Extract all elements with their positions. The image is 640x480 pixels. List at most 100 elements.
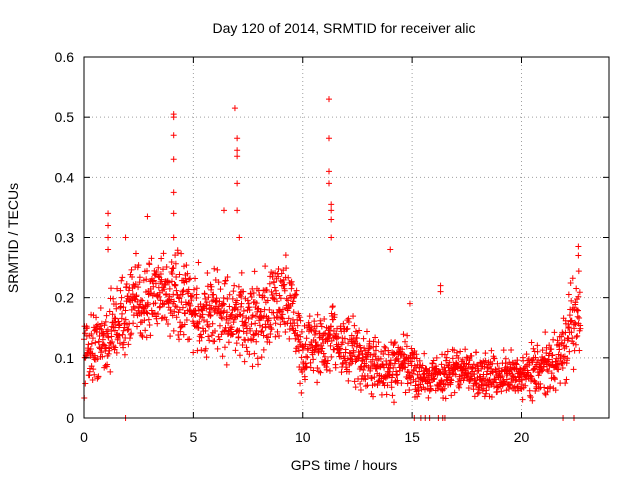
data-point <box>105 334 112 341</box>
data-point <box>105 350 112 357</box>
data-point <box>360 354 367 361</box>
data-point <box>88 331 95 338</box>
data-point <box>545 368 552 375</box>
data-point <box>542 329 549 336</box>
data-point <box>399 350 406 357</box>
data-point <box>367 365 374 372</box>
data-point <box>411 354 418 361</box>
data-point <box>235 334 242 341</box>
data-point <box>494 388 501 395</box>
data-point <box>417 381 424 388</box>
data-point <box>383 391 390 398</box>
data-point <box>190 349 197 356</box>
data-point <box>541 390 548 397</box>
data-point <box>186 276 192 283</box>
data-point <box>241 358 248 365</box>
data-point <box>339 339 346 346</box>
data-point <box>200 317 207 324</box>
data-point <box>204 318 211 325</box>
data-point <box>254 355 261 362</box>
data-point <box>345 377 352 384</box>
data-point <box>327 342 334 349</box>
data-point <box>512 360 519 367</box>
data-point <box>171 308 178 315</box>
data-point <box>290 309 297 316</box>
data-point <box>236 352 243 359</box>
data-point <box>296 314 303 321</box>
data-point <box>247 290 254 297</box>
data-point <box>260 346 267 353</box>
data-point <box>354 335 360 342</box>
data-point <box>357 364 364 371</box>
data-point <box>249 312 256 319</box>
data-point <box>449 355 456 362</box>
data-point <box>116 332 123 339</box>
data-point <box>100 341 107 348</box>
data-point <box>391 360 398 367</box>
data-point <box>258 354 265 361</box>
data-point <box>371 374 378 381</box>
data-point <box>303 363 310 370</box>
data-point <box>124 326 131 333</box>
data-point <box>366 344 373 351</box>
data-point <box>239 341 246 348</box>
data-point <box>551 376 558 383</box>
data-point <box>577 325 584 332</box>
data-point <box>406 300 413 307</box>
data-point <box>229 311 236 318</box>
data-point <box>253 338 260 345</box>
data-point <box>260 332 267 339</box>
data-point <box>275 273 282 280</box>
data-point <box>311 318 318 325</box>
data-point <box>389 392 396 399</box>
data-point <box>145 301 152 308</box>
data-point <box>372 353 379 360</box>
data-point <box>282 328 289 335</box>
data-point <box>187 302 194 309</box>
data-point <box>296 338 303 345</box>
data-point <box>158 280 165 287</box>
data-point <box>248 321 255 328</box>
data-point <box>403 343 410 350</box>
data-point <box>462 346 469 353</box>
data-point <box>333 335 340 342</box>
data-point <box>308 325 315 332</box>
data-point <box>189 292 196 299</box>
data-point <box>468 352 475 359</box>
data-point <box>232 305 239 312</box>
data-point <box>539 347 546 354</box>
data-point <box>426 379 433 386</box>
data-point <box>567 318 574 325</box>
data-point <box>238 269 245 276</box>
data-point <box>99 336 106 343</box>
data-point <box>143 276 150 283</box>
data-point <box>175 332 182 339</box>
data-point <box>269 273 276 280</box>
data-point <box>203 299 210 306</box>
data-point <box>112 315 119 322</box>
data-point <box>563 343 570 350</box>
data-point <box>327 331 334 338</box>
data-point <box>285 274 292 281</box>
data-point <box>125 326 132 333</box>
data-point <box>575 307 582 314</box>
data-point <box>338 369 345 376</box>
data-point <box>402 338 409 345</box>
data-point <box>564 355 571 362</box>
data-point <box>482 390 489 397</box>
data-point <box>190 286 197 293</box>
data-point <box>114 285 121 292</box>
data-point <box>132 250 139 257</box>
data-point <box>125 341 132 348</box>
data-point <box>118 294 125 301</box>
data-point <box>421 350 428 357</box>
data-point <box>360 335 367 342</box>
data-point <box>277 295 284 302</box>
data-point <box>92 339 99 346</box>
data-point <box>303 335 310 342</box>
data-point <box>575 293 582 300</box>
chart-title: Day 120 of 2014, SRMTID for receiver ali… <box>213 20 476 36</box>
data-point <box>552 387 559 394</box>
data-point <box>144 267 150 274</box>
data-point <box>326 367 333 374</box>
